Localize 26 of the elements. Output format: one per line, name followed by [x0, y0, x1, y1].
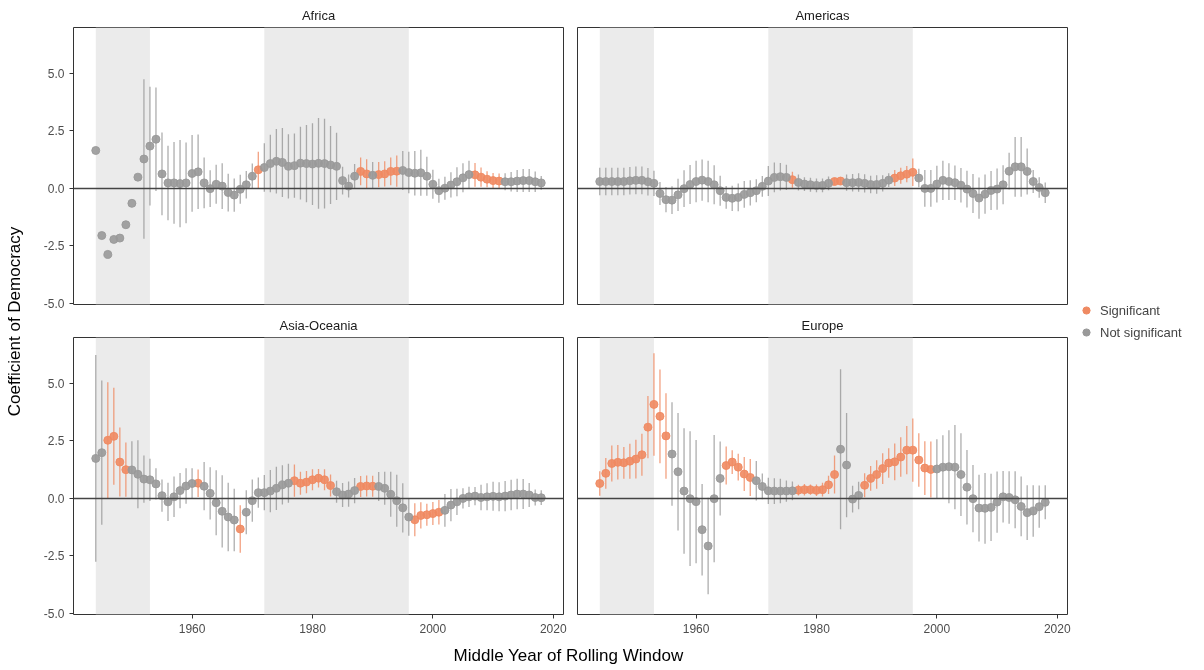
legend-label: Significant: [1100, 302, 1160, 318]
y-axis-title: Coefficient of Democracy: [5, 226, 24, 417]
x-tick-label: 1960: [178, 621, 206, 636]
chart-title: Africa: [301, 7, 336, 23]
x-axis-title: Middle Year of Rolling Window: [453, 646, 684, 665]
y-tick-label: 0.0: [47, 491, 65, 506]
chart-title: Europe: [801, 317, 844, 333]
x-tick-label: 2000: [419, 621, 447, 636]
x-tick-label: 2000: [923, 621, 951, 636]
x-tick-label: 1980: [803, 621, 831, 636]
y-tick-label: 0.0: [47, 181, 65, 196]
x-tick-label: 1960: [682, 621, 710, 636]
x-tick-label: 1980: [299, 621, 327, 636]
y-tick-label: -5.0: [43, 296, 65, 311]
y-tick-label: 2.5: [47, 434, 65, 449]
y-tick-label: 5.0: [47, 66, 65, 81]
x-tick-label: 2020: [1043, 621, 1071, 636]
x-tick-label: 2020: [539, 621, 567, 636]
y-tick-label: 5.0: [47, 376, 65, 391]
y-tick-label: 2.5: [47, 124, 65, 139]
chart-title: Asia-Oceania: [279, 317, 359, 333]
y-tick-label: -2.5: [43, 549, 65, 564]
y-tick-label: -5.0: [43, 606, 65, 621]
chart-title: Americas: [795, 7, 851, 23]
y-tick-label: -2.5: [43, 239, 65, 254]
legend-label: Not significant: [1100, 324, 1182, 340]
